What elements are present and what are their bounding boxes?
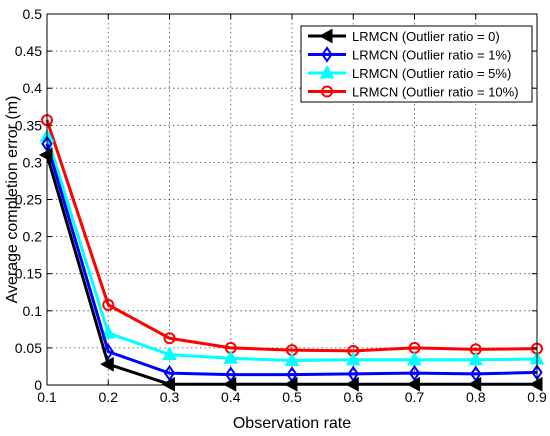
legend-label: LRMCN (Outlier ratio = 0): [352, 29, 500, 44]
data-point: [100, 325, 116, 339]
x-tick-label: 0.3: [160, 389, 180, 405]
data-point: [407, 351, 422, 366]
y-tick-label: 0.2: [23, 229, 43, 245]
x-tick-label: 0.5: [282, 389, 302, 405]
series-line: [45, 119, 538, 353]
data-point: [163, 332, 176, 345]
data-point: [283, 376, 298, 392]
x-tick-label: 0.4: [221, 389, 241, 405]
data-point: [408, 364, 421, 382]
axis-ticks: 0.1 0.2 0.3 0.4 0.5 0.6 0.7 0.8 0.9 0 0.05 0.1 0.15 0…: [15, 6, 547, 405]
x-axis-label: Observation rate: [233, 415, 351, 432]
grid: [47, 14, 537, 385]
y-tick-label: 0.35: [15, 117, 42, 133]
data-point: [345, 351, 361, 366]
legend-box: [300, 25, 533, 103]
x-tick-label: 0.1: [37, 389, 57, 405]
data-point: [38, 147, 53, 163]
data-point: [284, 352, 300, 367]
x-tick-label: 0.6: [344, 389, 364, 405]
data-point: [321, 46, 333, 63]
data-point: [468, 351, 484, 366]
y-tick-label: 0.25: [15, 192, 42, 208]
data-point: [100, 356, 114, 372]
data-point: [406, 376, 420, 392]
y-tick-label: 0.1: [23, 303, 43, 319]
legend-item: LRMCN (Outlier ratio = 5%): [308, 64, 511, 81]
legend-item: LRMCN (Outlier ratio = 1%): [308, 46, 511, 63]
y-tick-label: 0.15: [15, 266, 42, 282]
data-point: [163, 364, 176, 382]
data-point: [318, 28, 333, 44]
y-tick-label: 0.3: [23, 154, 43, 170]
y-tick-label: 0: [34, 377, 42, 393]
legend-item: LRMCN (Outlier ratio = 10%): [308, 85, 519, 100]
x-tick-label: 0.9: [527, 389, 547, 405]
x-tick-label: 0.7: [405, 389, 425, 405]
data-point: [162, 346, 177, 361]
y-axis-label: Average completion error (m): [4, 96, 21, 304]
data-point: [467, 376, 482, 392]
series-line: [45, 143, 538, 377]
x-tick-label: 0.2: [99, 389, 119, 405]
y-tick-label: 0.05: [15, 340, 42, 356]
y-tick-label: 0.4: [23, 80, 43, 96]
data-point: [223, 350, 239, 364]
data-point: [345, 376, 359, 392]
data-point: [161, 376, 175, 392]
data-point: [319, 64, 335, 79]
series-3: [41, 114, 543, 357]
legend: LRMCN (Outlier ratio = 0) LRMCN (Outlier …: [300, 25, 533, 103]
legend-label: LRMCN (Outlier ratio = 1%): [352, 48, 511, 63]
y-tick-label: 0.5: [23, 6, 43, 22]
series-2: [39, 128, 545, 367]
x-tick-label: 0.8: [466, 389, 486, 405]
data-point: [102, 298, 115, 311]
data-point: [321, 85, 333, 98]
legend-label: LRMCN (Outlier ratio = 10%): [352, 85, 519, 100]
legend-label: LRMCN (Outlier ratio = 5%): [352, 66, 511, 81]
data-point: [222, 376, 237, 392]
data-point: [528, 376, 543, 392]
legend-item: LRMCN (Outlier ratio = 0): [308, 28, 500, 44]
y-tick-label: 0.45: [15, 43, 42, 59]
